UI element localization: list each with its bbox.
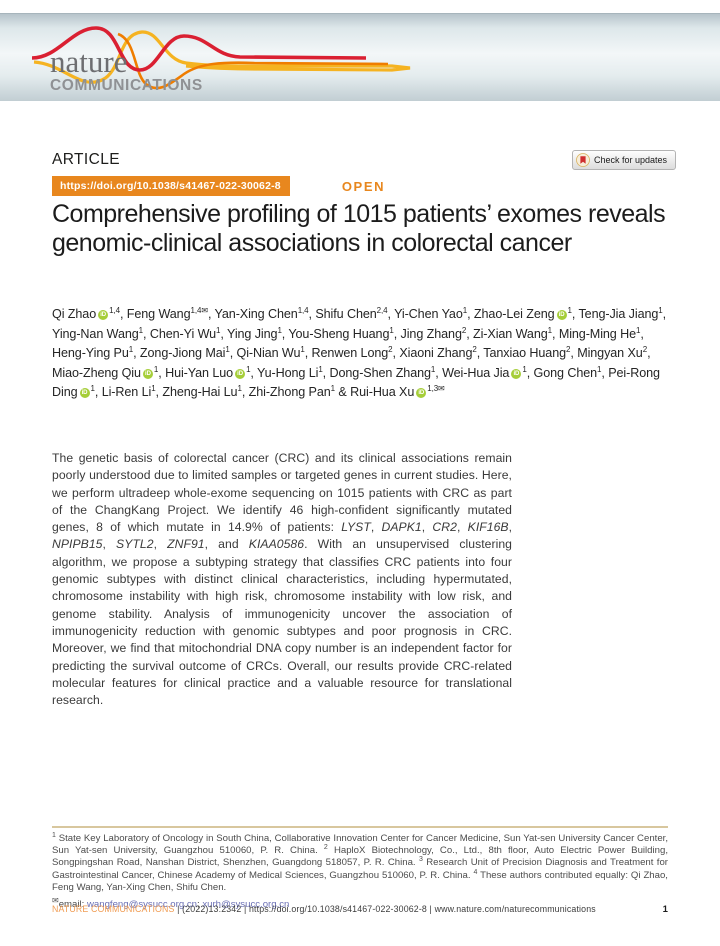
author: Ying Jing1: [226, 325, 282, 341]
author: Zheng-Hai Lu1: [162, 384, 242, 400]
article-kicker: ARTICLE: [52, 151, 120, 168]
footer-journal-name: NATURE COMMUNICATIONS: [52, 904, 175, 914]
crossmark-icon: [576, 153, 590, 167]
orcid-icon[interactable]: iD: [511, 368, 522, 379]
author: Pei-Rong Ding iD1: [52, 365, 660, 400]
orcid-icon[interactable]: iD: [556, 310, 567, 320]
journal-name: nature: [50, 44, 128, 79]
orcid-icon[interactable]: iD: [235, 368, 246, 379]
email-link[interactable]: xurh@sysucc.org.cn: [202, 899, 290, 911]
author: Jing Zhang2: [400, 325, 467, 341]
footnote-block: 1 State Key Laboratory of Oncology in So…: [52, 826, 668, 911]
email-link[interactable]: wangfeng@sysucc.org.cn: [86, 899, 197, 911]
page-footer: NATURE COMMUNICATIONS | (2022)13:2342 | …: [52, 904, 668, 915]
author: Feng Wang1,4✉: [126, 305, 208, 321]
footer-meta: | (2022)13:2342 | https://doi.org/10.103…: [174, 904, 596, 914]
author: Li-Ren Li1: [101, 384, 156, 400]
journal-subname: COMMUNICATIONS: [50, 77, 203, 94]
author: Qi-Nian Wu1: [236, 345, 305, 361]
doi-row: https://doi.org/10.1038/s41467-022-30062…: [52, 176, 385, 196]
masthead-ribbon: [31, 26, 411, 90]
author: Mingyan Xu2: [577, 345, 648, 361]
author: Zi-Xian Wang1: [473, 325, 552, 341]
author: Xiaoni Zhang2: [399, 345, 477, 361]
article-title: Comprehensive profiling of 1015 patients…: [52, 200, 666, 257]
author: Hui-Yan Luo iD1: [165, 364, 251, 380]
author: Ying-Nan Wang1: [52, 325, 144, 341]
orcid-icon[interactable]: iD: [98, 310, 109, 320]
masthead-band: nature COMMUNICATIONS: [0, 13, 720, 101]
author: Ming-Ming He1: [558, 325, 641, 341]
author: Zong-Jiong Mai1: [139, 345, 230, 361]
orcid-icon[interactable]: iD: [142, 368, 153, 379]
author: Teng-Jia Jiang1: [578, 305, 663, 321]
check-for-updates-label: Check for updates: [593, 155, 667, 165]
author: Zhi-Zhong Pan1: [248, 384, 336, 400]
author: Tanxiao Huang2: [483, 345, 571, 361]
author: Renwen Long2: [311, 345, 393, 361]
author: Zhao-Lei Zeng iD1: [473, 305, 572, 321]
author: Gong Chen1: [533, 364, 602, 380]
page-number: 1: [662, 904, 668, 915]
footer-citation: NATURE COMMUNICATIONS | (2022)13:2342 | …: [52, 904, 596, 914]
author-list: Qi Zhao iD1,4, Feng Wang1,4✉, Yan-Xing Ch…: [52, 305, 667, 400]
author: Yan-Xing Chen1,4: [214, 305, 309, 321]
author: Heng-Ying Pu1: [52, 345, 134, 361]
doi-link[interactable]: https://doi.org/10.1038/s41467-022-30062…: [52, 176, 290, 196]
author: Wei-Hua Jia iD1: [442, 364, 527, 380]
envelope-icon: ✉: [52, 896, 59, 906]
author: Shifu Chen2,4: [315, 305, 388, 321]
abstract-text: The genetic basis of colorectal cancer (…: [52, 451, 513, 708]
author: Rui-Hua Xu iD1,3✉: [350, 384, 445, 400]
orcid-icon[interactable]: iD: [79, 388, 90, 399]
author: Yi-Chen Yao1: [394, 305, 468, 321]
author: Dong-Shen Zhang1: [329, 364, 436, 380]
email-label: email:: [58, 899, 85, 911]
orcid-icon[interactable]: iD: [416, 388, 427, 399]
kicker-row: ARTICLE Check for updates: [52, 147, 676, 173]
check-for-updates-button[interactable]: Check for updates: [571, 150, 676, 170]
author: Miao-Zheng Qiu iD1: [52, 364, 159, 380]
email-line: ✉email: wangfeng@sysucc.org.cn; xurh@sys…: [52, 895, 668, 911]
author: You-Sheng Huang1: [288, 325, 394, 341]
author: Chen-Yi Wu1: [149, 325, 221, 341]
open-access-label: OPEN: [341, 178, 386, 194]
affiliations-text: 1 State Key Laboratory of Oncology in So…: [52, 831, 668, 893]
author: Qi Zhao iD1,4: [52, 305, 120, 321]
author: Yu-Hong Li1: [257, 364, 323, 380]
journal-logo: nature COMMUNICATIONS: [50, 44, 350, 94]
email-links: wangfeng@sysucc.org.cn; xurh@sysucc.org.…: [86, 899, 290, 911]
